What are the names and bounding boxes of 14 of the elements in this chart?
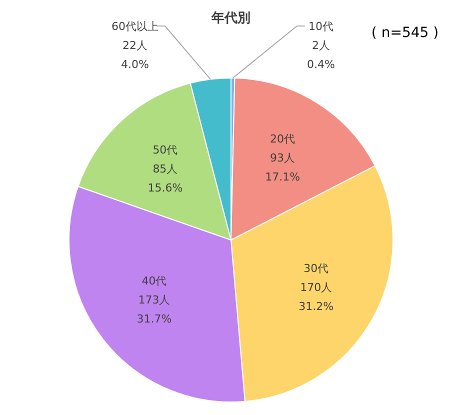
slice-label: 60代以上 bbox=[112, 20, 158, 33]
slice-label: 40代 bbox=[142, 274, 167, 288]
data-label: 22人 4.0% bbox=[121, 39, 149, 71]
slice-label: 20代 bbox=[270, 132, 296, 146]
data-label: 170人 31.2% bbox=[298, 280, 334, 313]
data-label: 93人 17.1% bbox=[265, 152, 300, 184]
slice-label: 50代 bbox=[152, 143, 178, 156]
text: ( n=545 ) bbox=[371, 25, 439, 41]
chart-title: 年代別 bbox=[210, 11, 250, 26]
data-label: 85人 15.6% bbox=[148, 162, 183, 194]
data-label: 173人 31.7% bbox=[136, 294, 172, 326]
slice-label: 10代 bbox=[308, 20, 334, 33]
data-label: 2人 0.4% bbox=[307, 39, 335, 71]
slice-label: 30代 bbox=[304, 262, 329, 275]
